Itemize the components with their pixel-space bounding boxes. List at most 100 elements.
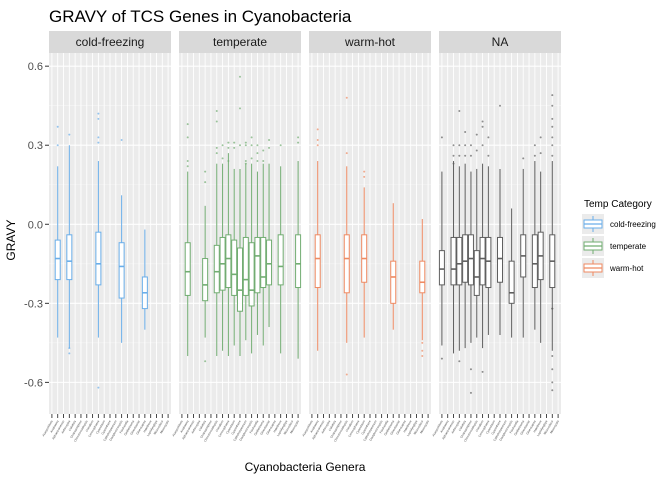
outlier-point <box>256 144 259 147</box>
x-tick-label: Anabaena <box>439 419 449 433</box>
y-tick-label: 0.0 <box>28 219 43 231</box>
legend: Temp Category cold-freezing temperate warm… <box>582 199 656 278</box>
facet-strip <box>49 31 171 53</box>
outlier-point <box>481 120 484 123</box>
boxplot <box>390 203 397 330</box>
outlier-point <box>239 144 241 147</box>
outlier-point <box>469 391 472 394</box>
x-tick-label: Crinalium <box>475 419 485 432</box>
boxplot <box>295 136 302 359</box>
boxplot <box>419 219 426 358</box>
outlier-point <box>551 136 554 139</box>
boxplot <box>450 144 457 354</box>
outlier-point <box>297 136 300 139</box>
outlier-point <box>244 162 247 165</box>
outlier-point <box>56 144 59 147</box>
box-iqr <box>213 244 220 294</box>
boxplot <box>184 123 191 357</box>
boxplot <box>462 131 469 349</box>
outlier-point <box>464 144 467 147</box>
outlier-point <box>204 181 207 184</box>
outlier-point <box>551 381 554 384</box>
box-iqr <box>225 234 232 289</box>
outlier-point <box>551 154 554 157</box>
boxplot <box>225 141 232 357</box>
outlier-point <box>475 149 478 152</box>
outlier-point <box>215 146 218 149</box>
outlier-point <box>244 144 247 147</box>
outlier-point <box>239 75 241 78</box>
outlier-point <box>279 144 282 147</box>
outlier-point <box>227 141 230 144</box>
x-tick-label: Calothrix <box>198 419 208 432</box>
box-iqr <box>438 250 445 286</box>
outlier-point <box>551 368 554 371</box>
x-tick-label: Microcoleus <box>543 419 555 435</box>
boxplot <box>141 229 148 330</box>
y-axis-title: GRAVY <box>4 219 18 260</box>
facet-panel-cold-freezing: cold-freezingAcaryochlorisAnabaenaAphani… <box>41 31 171 443</box>
outlier-point <box>186 165 189 168</box>
boxplot <box>473 133 480 338</box>
outlier-point <box>97 112 100 115</box>
outlier-point <box>186 123 189 126</box>
box-iqr <box>479 236 486 286</box>
outlier-point <box>551 104 554 107</box>
x-tick-label: Fischerella <box>249 419 260 434</box>
outlier-point <box>475 133 478 136</box>
boxplot <box>95 112 102 338</box>
y-tick-label: 0.6 <box>28 61 43 73</box>
outlier-point <box>551 355 554 358</box>
outlier-point <box>256 152 259 155</box>
outlier-point <box>551 307 554 310</box>
box-iqr <box>242 236 249 296</box>
x-tick-label: Microcystis <box>159 419 170 434</box>
legend-key-cold-freezing: cold-freezing <box>582 214 656 234</box>
boxplot <box>248 136 255 354</box>
box-iqr <box>314 234 321 289</box>
x-tick-label: Calothrix <box>328 419 338 432</box>
outlier-point <box>487 154 490 157</box>
boxplot <box>213 109 220 357</box>
outlier-point <box>345 152 348 155</box>
boxplot <box>456 109 463 363</box>
facet-strip-label: cold-freezing <box>76 35 145 49</box>
outlier-point <box>452 162 455 165</box>
y-tick-label: -0.3 <box>24 298 43 310</box>
outlier-point <box>551 389 554 392</box>
box-iqr <box>260 236 267 289</box>
outlier-point <box>551 144 554 147</box>
outlier-point <box>539 152 542 155</box>
outlier-point <box>440 136 443 139</box>
x-tick-label: Gloeobacter <box>519 419 531 435</box>
x-tick-label: Gloeobacter <box>389 419 401 435</box>
outlier-point <box>262 160 265 163</box>
outlier-point <box>244 141 247 144</box>
box-iqr <box>390 260 397 304</box>
outlier-point <box>458 360 461 363</box>
outlier-point <box>363 175 366 178</box>
x-tick-label: Gloeocapsa <box>395 419 407 435</box>
box-iqr <box>467 234 474 286</box>
facet-strip-label: NA <box>492 35 509 49</box>
outlier-point <box>487 136 490 139</box>
outlier-point <box>186 136 189 139</box>
facet-panels: cold-freezingAcaryochlorisAnabaenaAphani… <box>41 31 561 443</box>
outlier-point <box>268 146 271 149</box>
x-tick-label: Cyanothece <box>360 419 372 435</box>
outlier-point <box>233 141 236 144</box>
facet-strip-label: warm-hot <box>344 35 396 49</box>
box-iqr <box>277 234 284 286</box>
facet-strip <box>309 31 431 53</box>
boxplot <box>254 144 261 335</box>
x-tick-label: Arthrospira <box>60 419 71 434</box>
outlier-point <box>97 117 100 120</box>
outlier-point <box>363 170 366 173</box>
outlier-point <box>458 154 461 157</box>
x-tick-label: Fischerella <box>379 419 390 434</box>
y-tick-label: -0.6 <box>24 377 43 389</box>
y-tick-label: 0.3 <box>28 140 43 152</box>
x-tick-label: Anabaena <box>49 419 59 433</box>
outlier-point <box>186 160 189 163</box>
boxplot <box>314 128 321 351</box>
